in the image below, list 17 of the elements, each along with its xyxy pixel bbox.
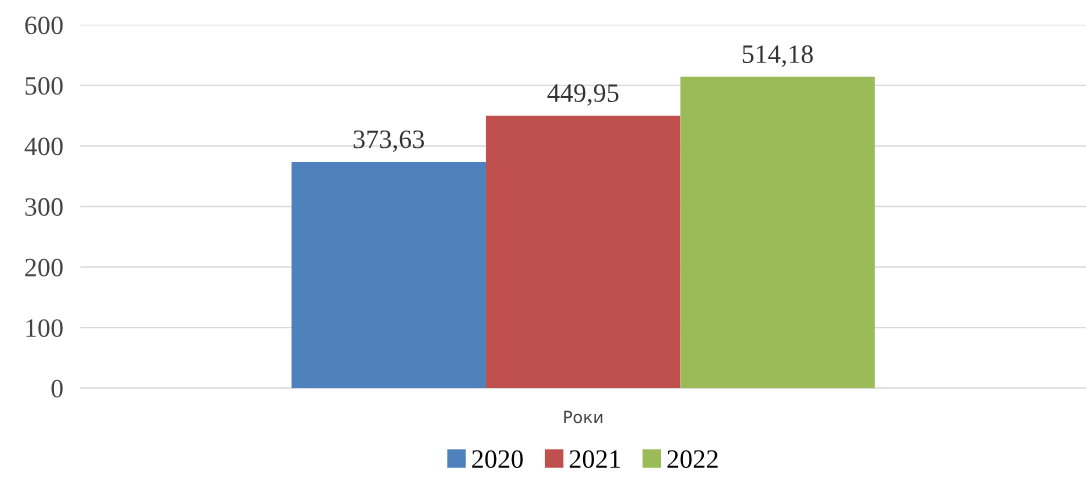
bar — [485, 115, 681, 389]
y-tick-label: 0 — [51, 379, 63, 398]
data-label: 514,18 — [742, 45, 813, 67]
legend-label: 2021 — [569, 450, 620, 469]
y-tick-label: 400 — [24, 137, 63, 156]
bar — [680, 76, 875, 389]
y-tick-label: 600 — [25, 16, 63, 35]
y-tick-label: 300 — [25, 198, 63, 216]
data-label: 373,63 — [353, 130, 425, 153]
y-tick-label: 200 — [25, 258, 63, 277]
legend-label: 2022 — [667, 450, 718, 469]
bar — [291, 161, 486, 389]
legend-label: 2020 — [472, 450, 523, 469]
x-tick-label: Роки — [564, 410, 603, 424]
data-label: 449,95 — [547, 84, 619, 106]
y-tick-label: 100 — [26, 319, 63, 337]
y-tick-label: 500 — [25, 76, 63, 95]
